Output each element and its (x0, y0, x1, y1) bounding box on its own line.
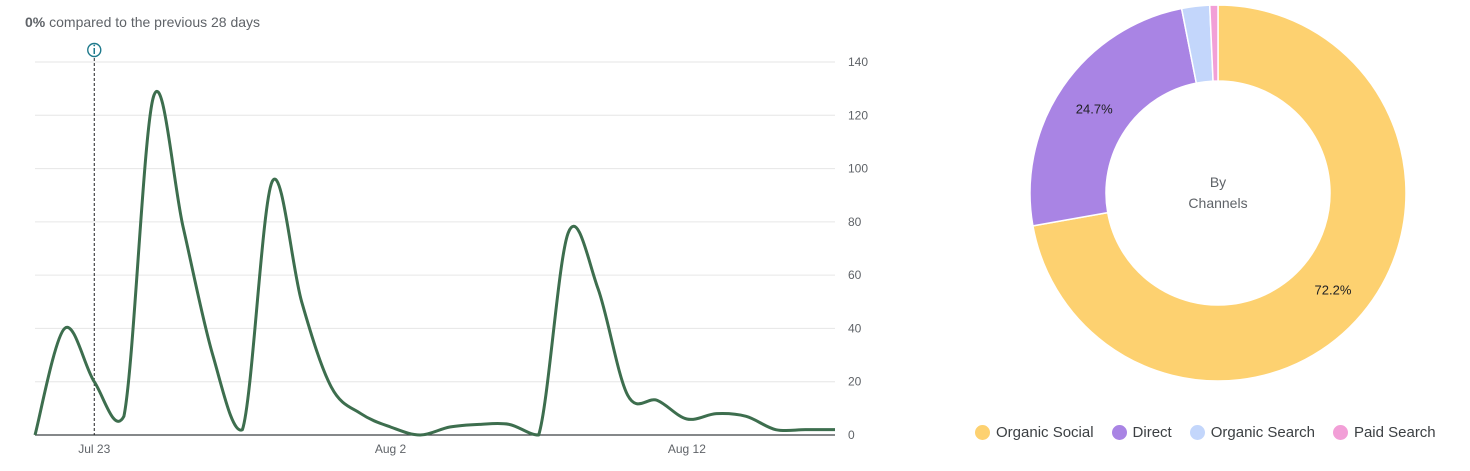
donut-slice (1032, 4, 1407, 382)
y-tick-label: 80 (848, 215, 862, 229)
x-tick-label: Aug 2 (375, 442, 407, 456)
legend-swatch (1332, 425, 1348, 440)
donut-slice (1029, 7, 1198, 227)
legend-swatch (1189, 425, 1205, 440)
legend-item[interactable]: Paid Search (1332, 424, 1436, 441)
legend-swatch (975, 425, 990, 440)
y-tick-label: 120 (848, 108, 868, 122)
info-icon (87, 42, 102, 58)
y-tick-label: 20 (848, 375, 862, 389)
donut-slice (1208, 4, 1219, 82)
comparison-percent: 0% (25, 14, 46, 30)
donut-center-label: By (1210, 174, 1226, 190)
legend-label: Organic Social (996, 424, 1094, 441)
y-tick-label: 0 (848, 428, 855, 442)
slice-label: 24.7% (1076, 101, 1113, 116)
x-tick-label: Aug 12 (668, 442, 706, 456)
y-tick-label: 140 (848, 55, 868, 69)
legend-label: Organic Search (1210, 424, 1315, 441)
slice-label: 72.2% (1315, 282, 1352, 297)
donut-chart: 72.2% 24.7% By Channels (1029, 4, 1407, 382)
comparison-text: compared to the previous 28 days (49, 14, 261, 30)
x-tick-label: Jul 23 (78, 442, 110, 456)
comparison-summary: 0% compared to the previous 28 days (25, 14, 260, 30)
donut-center-label: Channels (1188, 195, 1247, 211)
legend-label: Paid Search (1353, 424, 1436, 441)
line-chart: 0 20 40 60 80 100 120 140 Jul 23 Aug 2 Aug 12 (33, 42, 868, 456)
legend-swatch (1111, 425, 1127, 440)
y-tick-label: 60 (848, 268, 862, 282)
series-line (33, 90, 835, 437)
legend-item[interactable]: Organic Search (1189, 424, 1315, 441)
legend-item[interactable]: Direct (1111, 424, 1172, 441)
info-icon-dot (93, 44, 96, 47)
legend-label: Direct (1132, 424, 1172, 441)
y-tick-label: 40 (848, 321, 862, 335)
donut-legend: Organic Social Direct Organic Search Paid S… (975, 424, 1436, 441)
y-tick-label: 100 (848, 162, 868, 176)
legend-item[interactable]: Organic Social (975, 424, 1094, 441)
